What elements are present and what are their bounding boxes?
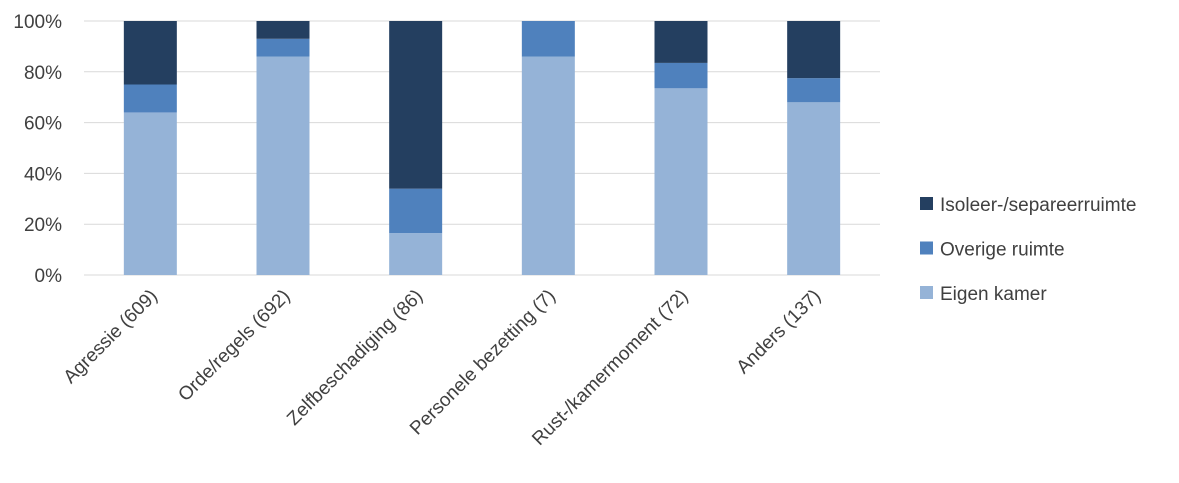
bar-segment <box>389 21 443 189</box>
bar-segment <box>787 102 841 275</box>
bar-segment <box>787 78 841 103</box>
x-category-label: Anders (137) <box>733 286 826 379</box>
x-axis-categories: Agressie (609) Orde/regels (692)Zelfbesch… <box>60 286 826 450</box>
bar-segment <box>256 38 310 57</box>
bar-segment <box>123 112 177 275</box>
bar-segment <box>521 21 575 57</box>
x-category-label: Agressie (609) <box>60 286 162 388</box>
bar-segment <box>256 56 310 276</box>
legend-swatch <box>920 197 933 210</box>
bar-segment <box>256 21 310 39</box>
y-tick-label: 40% <box>24 164 62 185</box>
y-tick-label: 60% <box>24 114 62 135</box>
bar-segment <box>654 62 708 89</box>
bar-segment <box>389 188 443 234</box>
legend-label: Eigen kamer <box>940 284 1047 305</box>
legend-swatch <box>920 286 933 299</box>
y-tick-label: 20% <box>24 215 62 236</box>
legend-swatch <box>920 241 933 255</box>
bar-segment <box>654 21 708 63</box>
bar-segment <box>123 21 177 85</box>
bar-segment <box>787 21 841 79</box>
bar-segment <box>389 233 443 275</box>
legend: Isoleer-/separeerruimte Overige ruimte Eig… <box>920 195 1136 305</box>
legend-label: Overige ruimte <box>940 240 1065 261</box>
bar-segment <box>654 88 708 275</box>
y-axis-ticks: 0% 20% 40% 60% 80% 100% <box>13 12 62 287</box>
bar-segment <box>521 56 575 276</box>
x-category-label: Personele bezetting (7) <box>406 286 560 440</box>
bars <box>123 21 841 276</box>
x-category-label: Zelfbeschadiging (86) <box>283 286 427 430</box>
x-category-label: Rust-/kamermoment (72) <box>528 286 692 450</box>
gridlines <box>84 20 880 276</box>
y-tick-label: 100% <box>13 12 62 33</box>
y-tick-label: 80% <box>24 63 62 84</box>
bar-segment <box>123 84 177 113</box>
x-category-label: Orde/regels (692) <box>174 286 294 406</box>
legend-label: Isoleer-/separeerruimte <box>940 195 1136 216</box>
y-tick-label: 0% <box>35 266 63 287</box>
